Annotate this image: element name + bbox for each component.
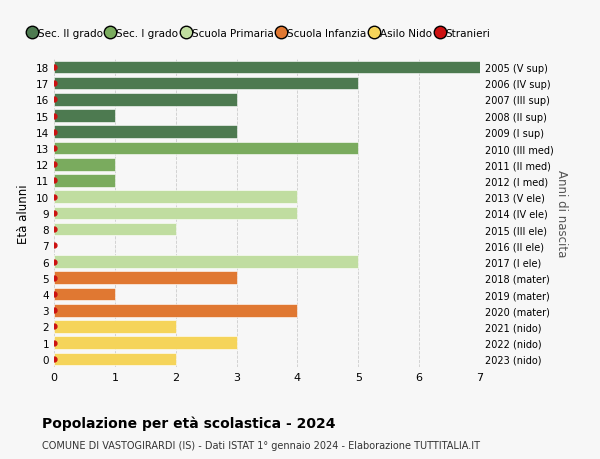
Y-axis label: Anni di nascita: Anni di nascita [554,170,568,257]
Bar [54,110,115,123]
Bar [54,336,236,349]
Bar [54,94,236,106]
Bar [54,191,298,203]
Bar [54,256,358,269]
Bar [54,142,358,155]
Bar [54,126,236,139]
Bar [54,288,115,301]
Bar [54,158,115,171]
Bar [54,62,480,74]
Bar [54,320,176,333]
Text: COMUNE DI VASTOGIRARDI (IS) - Dati ISTAT 1° gennaio 2024 - Elaborazione TUTTITAL: COMUNE DI VASTOGIRARDI (IS) - Dati ISTAT… [42,440,480,450]
Bar [54,353,176,365]
Bar [54,175,115,187]
Legend: Sec. II grado, Sec. I grado, Scuola Primaria, Scuola Infanzia, Asilo Nido, Stran: Sec. II grado, Sec. I grado, Scuola Prim… [25,25,494,44]
Bar [54,78,358,90]
Text: Popolazione per età scolastica - 2024: Popolazione per età scolastica - 2024 [42,415,335,430]
Bar [54,224,176,236]
Bar [54,304,298,317]
Bar [54,207,298,220]
Bar [54,272,236,285]
Y-axis label: Età alunni: Età alunni [17,184,31,243]
